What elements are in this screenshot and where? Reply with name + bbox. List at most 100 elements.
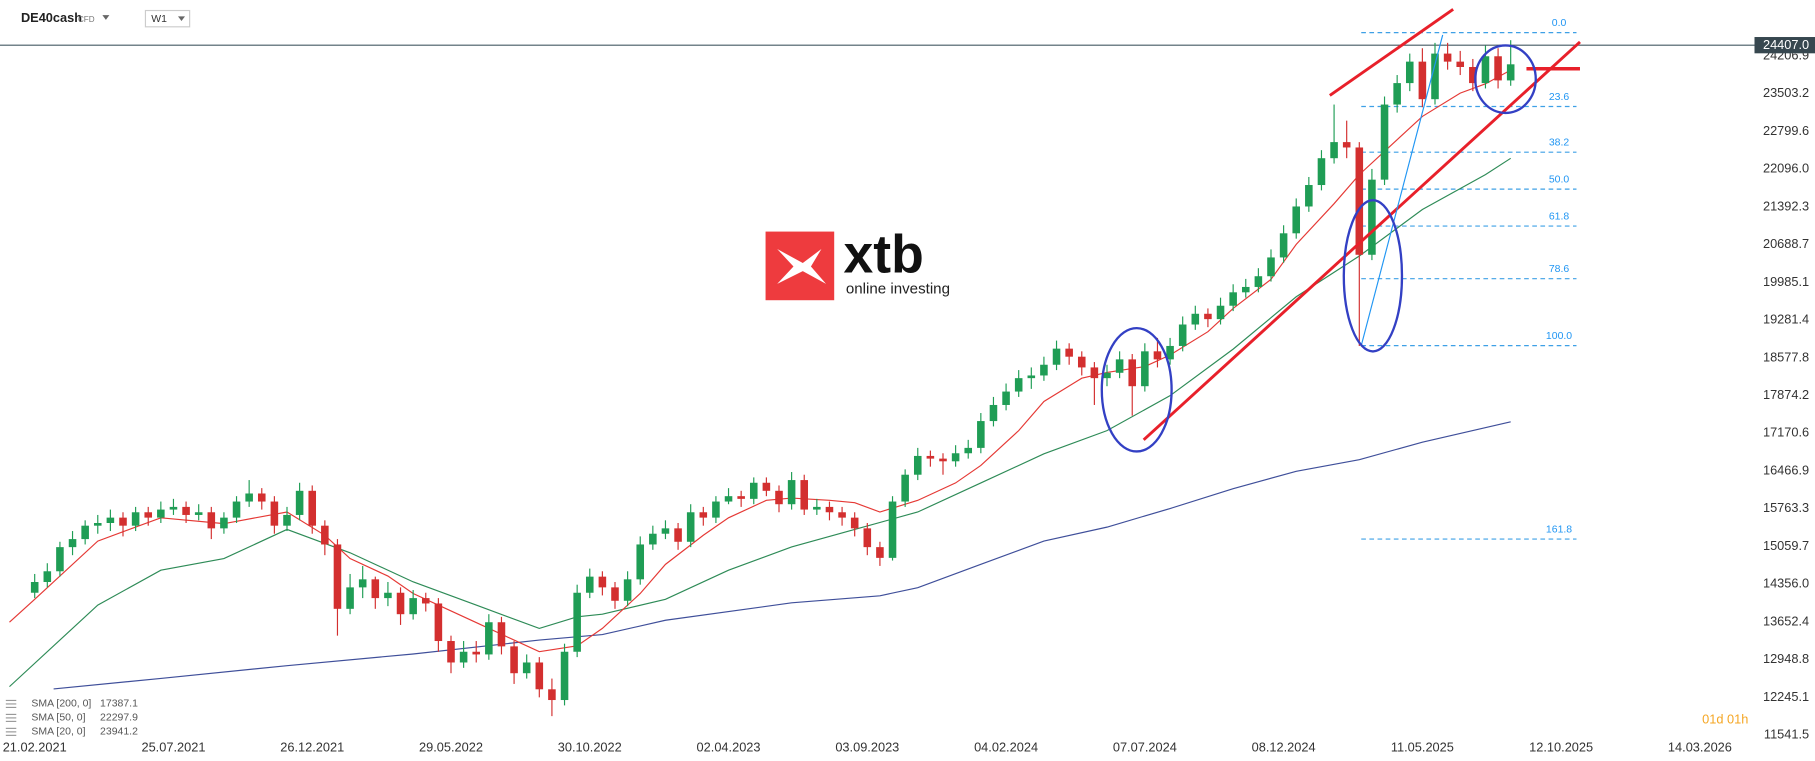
candle-body — [283, 514, 291, 526]
candle-body — [396, 592, 405, 615]
x-tick-label: 12.10.2025 — [1529, 740, 1593, 755]
dropdown-arrow[interactable] — [102, 15, 110, 20]
candle-body — [510, 646, 518, 674]
candle-body — [1494, 56, 1502, 81]
candle-body — [1103, 372, 1111, 379]
logo-brand: xtb — [844, 225, 924, 284]
y-tick-label: 20688.7 — [1763, 236, 1809, 251]
timeframe[interactable]: W1 — [151, 14, 167, 25]
y-tick-label: 14356.0 — [1763, 576, 1809, 591]
candle-body — [1292, 206, 1301, 234]
y-tick-label: 22096.0 — [1763, 161, 1809, 176]
candle-body — [1317, 158, 1326, 186]
candle-body — [813, 506, 821, 510]
candle-body — [384, 592, 392, 599]
candle-body — [1052, 348, 1061, 365]
candle-body — [1216, 305, 1225, 320]
legend-value: 23941.2 — [100, 727, 138, 738]
y-tick-label: 21392.3 — [1763, 198, 1809, 213]
candle-body — [522, 662, 531, 674]
candle-body — [1090, 367, 1099, 379]
candle-body — [321, 525, 329, 545]
candle-body — [1040, 364, 1048, 376]
candle-body — [472, 651, 481, 655]
candle-body — [245, 493, 253, 502]
candle-body — [926, 455, 935, 459]
candle-body — [270, 501, 279, 526]
fib-level-label: 0.0 — [1552, 18, 1567, 29]
candle-body — [119, 517, 127, 526]
candle-body — [548, 689, 556, 701]
y-tick-label: 22799.6 — [1763, 123, 1809, 138]
x-tick-label: 02.04.2023 — [697, 740, 761, 755]
y-tick-label: 11541.5 — [1764, 727, 1809, 742]
y-tick-label: 12948.8 — [1763, 651, 1809, 666]
candle-body — [901, 474, 909, 502]
drawings — [1100, 8, 1581, 453]
y-tick-label: 15763.3 — [1763, 500, 1809, 515]
candle-body — [207, 512, 216, 529]
plot-area: 11541.5 12245.1 12948.8 13652.4 14356.0 15059… — [0, 18, 1815, 755]
x-tick-label: 04.02.2024 — [974, 740, 1038, 755]
y-tick-label: 17170.6 — [1763, 425, 1809, 440]
trend-line — [1142, 40, 1581, 441]
fib-level-label: 78.6 — [1549, 264, 1570, 275]
candle-body — [1241, 286, 1250, 293]
candle-body — [686, 512, 695, 542]
candle-body — [838, 512, 846, 518]
candle-body — [1191, 313, 1200, 325]
candle-body — [737, 496, 745, 499]
candle-body — [308, 490, 317, 526]
legend-name: SMA [50, 0] — [31, 713, 85, 724]
candle-body — [1204, 313, 1212, 320]
candle-body — [30, 582, 39, 593]
candle-body — [1368, 179, 1376, 255]
candle-body — [1330, 142, 1338, 159]
candle-body — [636, 544, 645, 580]
candle-body — [333, 544, 342, 609]
candle-body — [977, 421, 985, 448]
candle-body — [661, 528, 670, 534]
candle-body — [1065, 348, 1073, 357]
candle-body — [1166, 345, 1174, 360]
candle-body — [56, 547, 64, 572]
candle-body — [1229, 292, 1237, 306]
symbol[interactable]: DE40cash — [21, 10, 82, 25]
candle-body — [876, 547, 884, 558]
candle-body — [1002, 391, 1010, 405]
x-tick-label: 14.03.2026 — [1668, 740, 1732, 755]
y-tick-label: 17874.2 — [1763, 387, 1809, 402]
x-tick-label: 11.05.2025 — [1391, 740, 1454, 755]
candle-body — [295, 490, 304, 515]
candle-body — [220, 517, 228, 529]
candle-body — [649, 533, 657, 545]
candle-body — [775, 490, 783, 505]
candle-body — [1342, 142, 1351, 148]
x-tick-label: 07.07.2024 — [1113, 740, 1177, 755]
candle-body — [623, 579, 632, 601]
sma-line — [9, 69, 1511, 653]
highlight-ellipse — [1100, 326, 1173, 453]
candle-body — [157, 509, 165, 518]
x-tick-label: 29.05.2022 — [419, 740, 483, 755]
y-tick-label: 19281.4 — [1763, 312, 1809, 327]
candle-body — [346, 587, 354, 609]
countdown: 01d 01h — [1702, 712, 1748, 727]
candle-body — [724, 496, 733, 502]
candle-body — [939, 458, 947, 462]
candle-body — [573, 592, 581, 652]
candle-body — [535, 662, 544, 690]
candle-body — [1481, 56, 1490, 84]
candle-body — [800, 480, 809, 510]
timeframe-box[interactable] — [144, 9, 191, 28]
candle-body — [951, 453, 960, 462]
candle-body — [194, 512, 203, 515]
candle-body — [358, 579, 367, 588]
dropdown-arrow[interactable] — [178, 16, 185, 21]
candle-body — [459, 651, 468, 663]
logo: xtb online investing — [765, 225, 950, 301]
legend-name: SMA [200, 0] — [31, 699, 91, 710]
candle-body — [1279, 233, 1288, 258]
